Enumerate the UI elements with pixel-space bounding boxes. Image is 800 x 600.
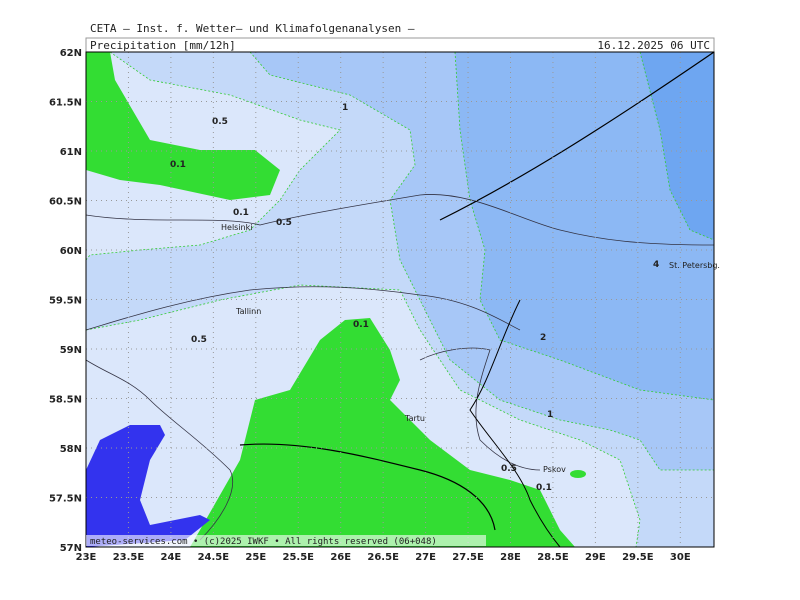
coastlines <box>86 52 714 547</box>
lat-label: 60.5N <box>49 197 82 208</box>
lon-label: 25E <box>245 552 266 563</box>
lon-label: 24.5E <box>198 552 230 563</box>
lon-label: 25.5E <box>282 552 314 563</box>
lon-label: 29E <box>585 552 606 563</box>
city-label: St. Petersbg. <box>669 261 720 270</box>
lon-label: 30E <box>670 552 691 563</box>
lat-label: 61N <box>60 147 82 158</box>
lon-label: 27.5E <box>452 552 484 563</box>
contour-label: 1 <box>342 103 348 113</box>
lon-label: 28E <box>500 552 521 563</box>
zone-dry <box>86 52 280 200</box>
lat-label: 57.5N <box>49 494 82 505</box>
contour-label: 0.5 <box>191 335 207 345</box>
city-label: Tallinn <box>235 307 261 316</box>
contour-label: 0.1 <box>170 160 186 170</box>
lat-label: 62N <box>60 48 82 59</box>
city-label: Tartu <box>404 414 425 423</box>
contour-label: 0.5 <box>501 464 517 474</box>
contour-labels: 0.5 1 0.1 0.1 0.5 0.1 0.5 2 1 0.5 0.1 4 <box>170 103 659 493</box>
zone-2 <box>454 52 714 401</box>
lat-label: 58N <box>60 444 82 455</box>
contour-label: 0.1 <box>233 208 249 218</box>
contour-label: 0.1 <box>353 320 369 330</box>
field-name: Precipitation [mm/12h] <box>90 39 236 52</box>
lat-label: 61.5N <box>49 98 82 109</box>
plot-frame <box>85 51 715 548</box>
lon-label: 23E <box>76 552 97 563</box>
header-title: CETA — Inst. f. Wetter— und Klimafolgena… <box>90 22 415 35</box>
lon-label: 26.5E <box>367 552 399 563</box>
contour-label: 0.5 <box>212 117 228 127</box>
valid-time: 16.12.2025 06 UTC <box>597 39 710 52</box>
lon-label: 24E <box>161 552 182 563</box>
zone-dry <box>190 318 575 547</box>
contour-label: 1 <box>547 410 553 420</box>
lat-label: 59N <box>60 345 82 356</box>
lat-label: 58.5N <box>49 395 82 406</box>
lon-label: 26E <box>330 552 351 563</box>
contour-label: 0.5 <box>276 218 292 228</box>
lat-label: 57N <box>60 543 82 554</box>
footer-box <box>86 535 486 546</box>
lon-label: 27E <box>415 552 436 563</box>
lon-label: 29.5E <box>622 552 654 563</box>
city-label: Pskov <box>543 465 566 474</box>
contour-label: 4 <box>653 260 659 270</box>
plot-area <box>86 52 714 547</box>
lat-label: 60N <box>60 246 82 257</box>
zone-4 <box>639 52 714 241</box>
cities: Helsinki Tallinn Tartu Pskov St. Petersb… <box>221 223 720 474</box>
lat-label: 59.5N <box>49 296 82 307</box>
contour-label: 0.1 <box>536 483 552 493</box>
zone-high <box>86 425 210 547</box>
footer: meteo-services.com • (c)2025 IWKF • All … <box>90 537 437 547</box>
city-label: Helsinki <box>221 223 252 232</box>
lon-label: 23.5E <box>113 552 145 563</box>
zone-dry <box>570 470 586 478</box>
contour-label: 2 <box>540 333 546 343</box>
lon-label: 28.5E <box>537 552 569 563</box>
